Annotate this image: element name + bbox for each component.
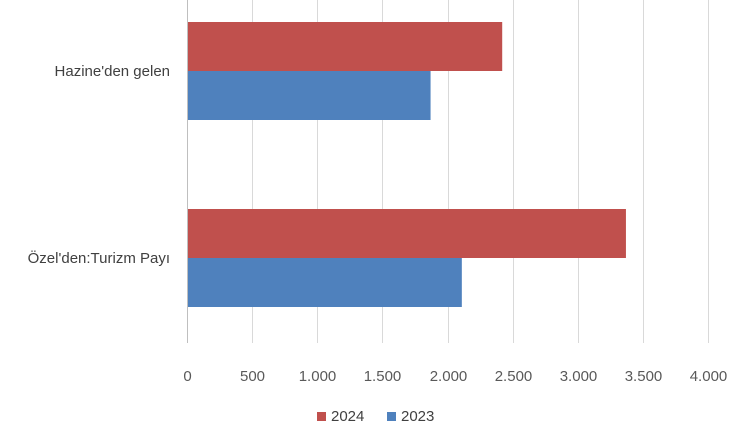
x-tick-label: 1.500 <box>364 368 402 385</box>
legend-label-2024: 2024 <box>331 408 364 425</box>
bar-2023-2 <box>188 258 462 307</box>
x-tick-label: 500 <box>240 368 265 385</box>
category-label: Özel'den:Turizm Payı <box>28 249 170 267</box>
bar-2024-1 <box>188 22 503 71</box>
legend-swatch-2024 <box>317 412 326 421</box>
x-tick-label: 3.500 <box>625 368 663 385</box>
x-tick-label: 0 <box>183 368 191 385</box>
bars <box>188 22 626 307</box>
category-labels: Hazine'den gelen Özel'den:Turizm Payı <box>28 63 170 267</box>
legend-label-2023: 2023 <box>401 408 434 425</box>
bar-2024-2 <box>188 209 626 258</box>
category-label: Hazine'den gelen <box>55 63 170 80</box>
legend: 2024 2023 <box>317 408 434 425</box>
x-tick-label: 1.000 <box>299 368 337 385</box>
x-tick-label: 2.500 <box>495 368 533 385</box>
x-tick-label: 4.000 <box>690 368 728 385</box>
bar-2023-1 <box>188 71 431 120</box>
legend-swatch-2023 <box>387 412 396 421</box>
x-tick-labels: 0 500 1.000 1.500 2.000 2.500 3.000 3.500 4.000 <box>183 368 727 385</box>
x-tick-label: 2.000 <box>430 368 468 385</box>
x-tick-label: 3.000 <box>560 368 598 385</box>
